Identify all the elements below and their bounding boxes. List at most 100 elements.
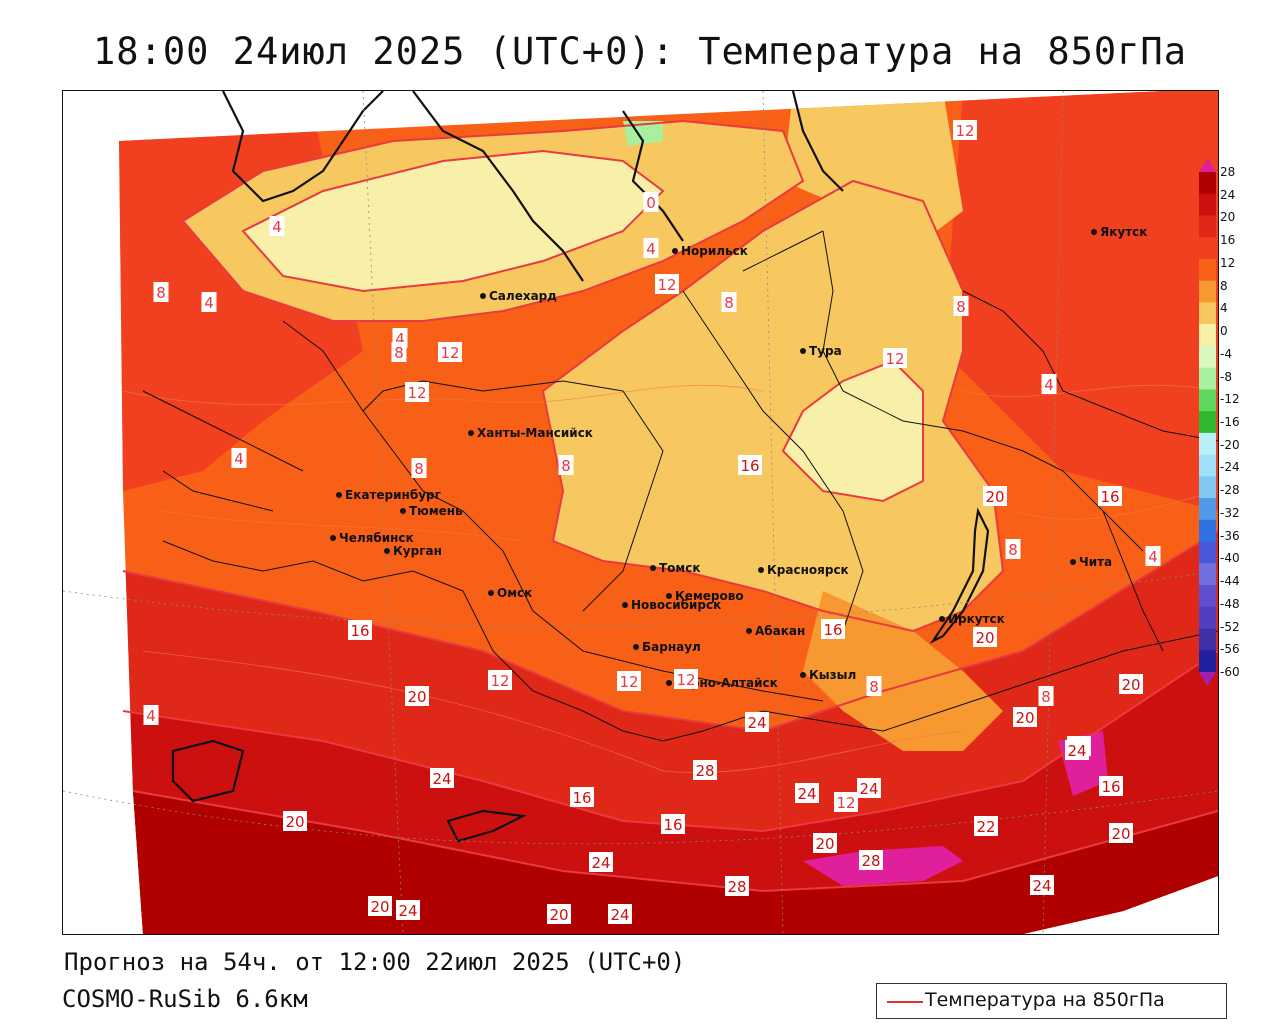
isotherm-label: 8: [869, 678, 879, 696]
isotherm-label-bg: [438, 342, 462, 362]
colorbar-swatch: [1199, 258, 1216, 282]
city-label: Курган: [393, 544, 442, 558]
isotherm-label: 4: [234, 450, 244, 468]
isotherm-label: 24: [797, 785, 816, 803]
isotherm-label: 16: [350, 622, 369, 640]
city-marker: [384, 548, 390, 554]
isotherm-label-bg: [547, 904, 571, 924]
city-0: Норильск: [672, 244, 748, 258]
isotherm-label: 4: [272, 218, 282, 236]
isotherm-label: 28: [727, 878, 746, 896]
zone-0-yamal: [243, 151, 663, 291]
isotherm-label-bg: [283, 811, 307, 831]
isotherm-label: 24: [432, 770, 451, 788]
isotherm-label-bg: [1038, 686, 1054, 706]
city-6: Тюмень: [400, 504, 463, 518]
city-11: Томск: [650, 561, 701, 575]
city-19: Чита: [1070, 555, 1112, 569]
colorbar-swatch: [1199, 628, 1216, 651]
colorbar-tick-label: 0: [1220, 324, 1228, 339]
city-marker: [1070, 559, 1076, 565]
isotherm-label-bg: [857, 778, 881, 798]
city-5: Екатеринбург: [336, 488, 441, 502]
city-1: Якутск: [1091, 225, 1147, 239]
colorbar-swatch: [1199, 193, 1216, 216]
colorbar-swatch: [1199, 215, 1216, 238]
colorbar-tick-label: -12: [1220, 392, 1240, 407]
city-9: Омск: [488, 586, 532, 600]
isotherm-label: 0: [646, 194, 656, 212]
city-label: Кемерово: [675, 589, 744, 603]
city-marker: [672, 248, 678, 254]
isotherm-label-bg: [1041, 374, 1057, 394]
city-label: Тюмень: [409, 504, 463, 518]
isotherm-label-bg: [834, 792, 858, 812]
colorbar-tick-label: 8: [1220, 278, 1228, 293]
city-marker: [336, 492, 342, 498]
colorbar-swatch: [1199, 432, 1216, 456]
colorbar-swatch: [1199, 367, 1216, 390]
isotherm-label: 4: [146, 707, 156, 725]
city-14: Барнаул: [633, 640, 701, 654]
isotherm-label-bg: [430, 768, 454, 788]
isotherm-label-bg: [269, 216, 285, 236]
isotherm-label: 8: [561, 457, 571, 475]
isotherm-label-bg: [143, 705, 159, 725]
city-marker: [480, 293, 486, 299]
isotherm-label: 20: [815, 835, 834, 853]
isotherm-label-bg: [813, 833, 837, 853]
colorbar-top-arrow: [1199, 158, 1216, 172]
isotherm-label: 16: [1100, 488, 1119, 506]
isotherm-label: 16: [823, 621, 842, 639]
colorbar-tick-label: -32: [1220, 505, 1240, 520]
city-label: Томск: [659, 561, 701, 575]
isotherm-label-bg: [368, 896, 392, 916]
isotherm-label-bg: [1013, 707, 1037, 727]
colorbar-tick-label: -16: [1220, 415, 1240, 429]
colorbar-swatch: [1199, 411, 1216, 434]
isotherm-label: 20: [1111, 825, 1130, 843]
city-7: Челябинск: [330, 531, 414, 545]
isotherm-label: 24: [591, 854, 610, 872]
isotherm-label: 20: [549, 906, 568, 924]
isotherm-label: 8: [1041, 688, 1051, 706]
isotherm-label: 12: [490, 672, 509, 690]
isotherm-label-bg: [1030, 875, 1054, 895]
city-marker: [800, 672, 806, 678]
isotherm-label-bg: [391, 342, 407, 362]
colorbar-swatch: [1199, 324, 1216, 347]
city-label: Барнаул: [642, 640, 701, 654]
isotherm-label-bg: [859, 850, 883, 870]
coastlines: [171, 91, 990, 843]
isotherm-label: 12: [619, 673, 638, 691]
city-label: Ханты-Мансийск: [477, 426, 593, 440]
isotherm-label: 24: [1032, 877, 1051, 895]
city-label: Иркутск: [948, 612, 1005, 626]
isotherm-label: 28: [861, 852, 880, 870]
isotherm-label-bg: [983, 486, 1007, 506]
isotherm-label-bg: [1065, 740, 1089, 760]
isotherm-label: 16: [1101, 778, 1120, 796]
isotherm-label-bg: [405, 686, 429, 706]
isotherm-label: 12: [836, 794, 855, 812]
colorbar-swatch: [1199, 389, 1216, 412]
city-marker: [468, 430, 474, 436]
city-16: Горно-Алтайск: [666, 676, 778, 690]
isotherm-label: 16: [572, 789, 591, 807]
city-marker: [650, 565, 656, 571]
colorbar-swatch: [1199, 519, 1216, 543]
isotherm-label-bg: [866, 676, 882, 696]
temperature-map[interactable]: Норильск Якутск Салехард Тура Ханты-Мансийск…: [62, 90, 1219, 935]
isotherm-label: 4: [395, 330, 405, 348]
isotherm-label-bg: [725, 876, 749, 896]
isotherm-label-bg: [558, 455, 574, 475]
city-marker: [488, 590, 494, 596]
isotherm-label-bg: [655, 274, 679, 294]
colorbar-bottom-arrow: [1199, 672, 1216, 686]
isotherm-label-bg: [589, 852, 613, 872]
isotherm-label: 20: [407, 688, 426, 706]
city-label: Екатеринбург: [345, 488, 441, 502]
colorbar-tick-label: 12: [1220, 255, 1236, 270]
isotherm-label-bg: [953, 120, 977, 140]
colorbar-swatch: [1199, 541, 1216, 564]
